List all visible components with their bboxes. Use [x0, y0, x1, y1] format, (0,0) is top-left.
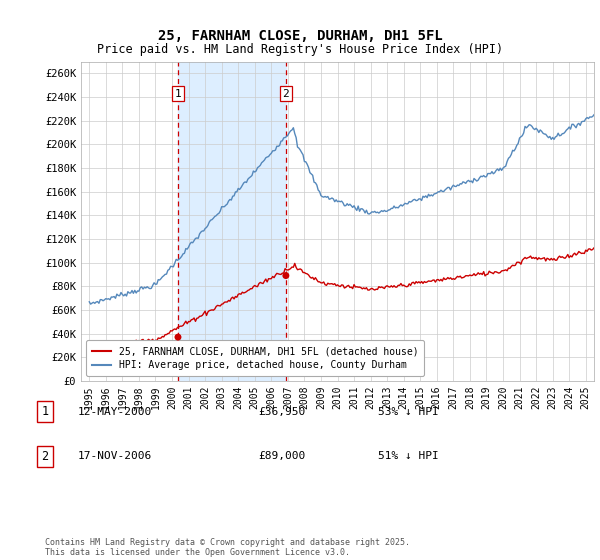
Text: 25, FARNHAM CLOSE, DURHAM, DH1 5FL: 25, FARNHAM CLOSE, DURHAM, DH1 5FL: [158, 29, 442, 44]
Point: [173, 333, 183, 342]
Text: 2: 2: [283, 88, 289, 99]
Text: Price paid vs. HM Land Registry's House Price Index (HPI): Price paid vs. HM Land Registry's House …: [97, 43, 503, 56]
Text: 17-NOV-2006: 17-NOV-2006: [78, 451, 152, 461]
Text: 2: 2: [41, 450, 49, 463]
Point: [281, 271, 290, 280]
Text: £36,950: £36,950: [258, 407, 305, 417]
Text: 1: 1: [175, 88, 181, 99]
Text: Contains HM Land Registry data © Crown copyright and database right 2025.
This d: Contains HM Land Registry data © Crown c…: [45, 538, 410, 557]
Text: 51% ↓ HPI: 51% ↓ HPI: [378, 451, 439, 461]
Text: 12-MAY-2000: 12-MAY-2000: [78, 407, 152, 417]
Text: 53% ↓ HPI: 53% ↓ HPI: [378, 407, 439, 417]
Legend: 25, FARNHAM CLOSE, DURHAM, DH1 5FL (detached house), HPI: Average price, detache: 25, FARNHAM CLOSE, DURHAM, DH1 5FL (deta…: [86, 340, 424, 376]
Bar: [178, 62, 286, 381]
Text: £89,000: £89,000: [258, 451, 305, 461]
Text: 1: 1: [41, 405, 49, 418]
